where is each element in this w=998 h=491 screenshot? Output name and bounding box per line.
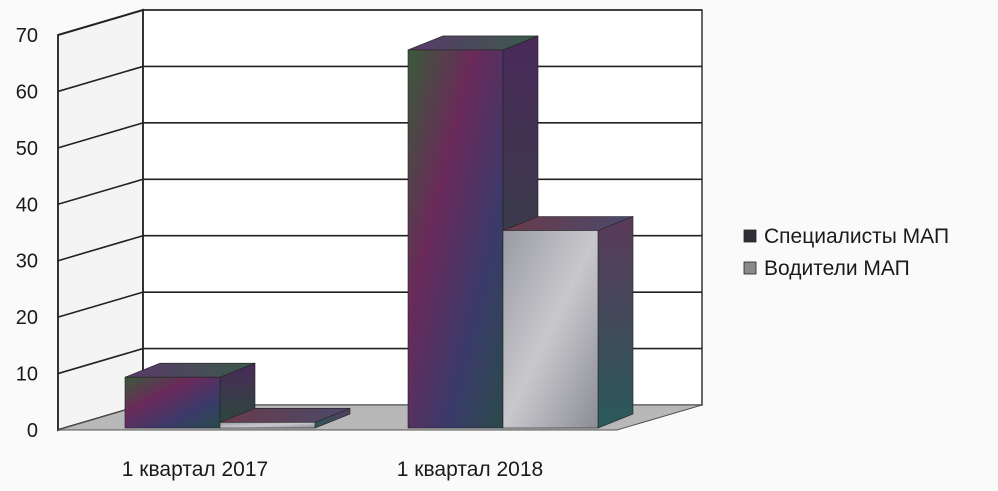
bars (124, 35, 634, 429)
side-gridline (57, 234, 144, 262)
legend-label: Специалисты МАП (764, 225, 949, 248)
bar-front (124, 376, 221, 429)
x-category-label: 1 квартал 2018 (397, 458, 543, 481)
x-category-label: 1 квартал 2017 (122, 458, 268, 481)
y-tick-label: 0 (27, 420, 38, 442)
side-gridline (57, 122, 144, 149)
bar (219, 407, 351, 429)
side-gridline (57, 65, 144, 93)
side-wall (57, 8, 144, 432)
bar-side (597, 216, 634, 429)
legend: Специалисты МАП Водители МАП (743, 225, 949, 280)
x-axis-labels: 1 квартал 2017 1 квартал 2018 (122, 458, 543, 481)
bar (502, 216, 634, 429)
legend-swatch (743, 261, 757, 275)
legend-label: Водители МАП (764, 257, 910, 280)
side-gridline (57, 9, 144, 36)
bar-front (407, 49, 504, 429)
bar-front (219, 422, 316, 429)
y-tick-label: 10 (16, 364, 38, 386)
bar (407, 35, 539, 429)
legend-swatch (743, 229, 757, 243)
y-tick-label: 60 (16, 81, 38, 103)
side-gridline (57, 347, 144, 375)
y-tick-label: 40 (16, 194, 38, 216)
bar-front (502, 230, 599, 429)
y-tick-label: 30 (16, 251, 38, 273)
y-axis-ticks: 0 10 20 30 40 50 60 70 (16, 25, 38, 442)
y-tick-label: 70 (16, 25, 38, 47)
y-tick-label: 20 (16, 307, 38, 329)
y-tick-label: 50 (16, 138, 38, 160)
side-gridline (57, 291, 144, 318)
side-gridline (57, 178, 144, 206)
